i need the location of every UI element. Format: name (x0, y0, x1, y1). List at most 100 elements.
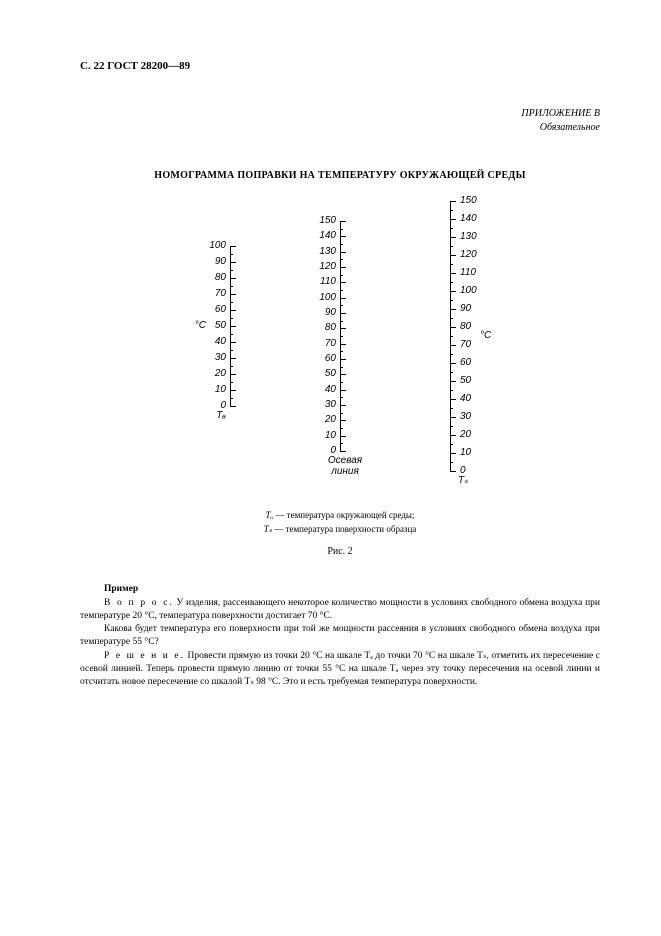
center-minor-tick (340, 336, 343, 337)
ta-tick (230, 390, 236, 391)
center-tick-label: 100 (319, 292, 336, 303)
center-tick-label: 10 (325, 430, 336, 441)
ta-tick (230, 294, 236, 295)
ts-minor-tick (450, 210, 453, 211)
ta-tick (230, 262, 236, 263)
center-tick-label: 110 (320, 276, 336, 287)
ts-tick (450, 327, 456, 328)
nomogram-diagram: 1009080706050403020100°CTₐ15014013012011… (160, 201, 520, 491)
ts-minor-tick (450, 228, 453, 229)
ta-tick-label: 100 (209, 240, 226, 251)
appendix-subtitle: Обязательное (80, 121, 600, 135)
ts-tick-label: 90 (460, 303, 471, 314)
center-minor-tick (340, 382, 343, 383)
ts-tick-label: 40 (460, 393, 471, 404)
center-minor-tick (340, 428, 343, 429)
center-tick (340, 451, 346, 452)
ts-tick (450, 309, 456, 310)
ts-tick (450, 201, 456, 202)
center-tick-label: 20 (325, 414, 336, 425)
ta-minor-tick (230, 270, 233, 271)
center-tick (340, 236, 346, 237)
center-tick-label: 150 (319, 215, 336, 226)
ts-minor-tick (450, 318, 453, 319)
center-tick-label: 60 (325, 353, 336, 364)
ta-minor-tick (230, 398, 233, 399)
figure-caption: Рис. 2 (80, 546, 600, 557)
example-question: В о п р о с. У изделия, рассеивающего не… (80, 597, 600, 623)
ts-tick (450, 435, 456, 436)
center-minor-tick (340, 397, 343, 398)
ts-tick-label: 120 (460, 249, 477, 260)
legend: Tₐ — температура окружающей среды; Tₛ — … (80, 509, 600, 536)
center-tick (340, 328, 346, 329)
legend-ta-text: — температура окружающей среды; (273, 510, 414, 520)
ts-minor-tick (450, 444, 453, 445)
ts-minor-tick (450, 282, 453, 283)
ta-tick-label: 10 (215, 384, 226, 395)
ta-tick (230, 246, 236, 247)
center-minor-tick (340, 367, 343, 368)
main-title: НОМОГРАММА ПОПРАВКИ НА ТЕМПЕРАТУРУ ОКРУЖ… (80, 170, 600, 181)
center-tick (340, 420, 346, 421)
ta-tick (230, 278, 236, 279)
ta-minor-tick (230, 286, 233, 287)
ts-minor-tick (450, 390, 453, 391)
ts-tick (450, 453, 456, 454)
center-tick-label: 30 (325, 399, 336, 410)
ts-tick-label: 140 (460, 213, 477, 224)
ts-minor-tick (450, 462, 453, 463)
ta-minor-tick (230, 318, 233, 319)
ts-minor-tick (450, 246, 453, 247)
center-tick (340, 436, 346, 437)
center-tick (340, 267, 346, 268)
ts-tick (450, 363, 456, 364)
ts-tick-label: 10 (460, 447, 471, 458)
ts-tick-label: 70 (460, 339, 471, 350)
center-tick (340, 282, 346, 283)
center-minor-tick (340, 321, 343, 322)
ts-tick (450, 219, 456, 220)
page: С. 22 ГОСТ 28200—89 ПРИЛОЖЕНИЕ В Обязате… (0, 0, 661, 936)
ts-tick-label: 110 (460, 267, 476, 278)
ta-tick-label: 50 (215, 320, 226, 331)
ts-minor-tick (450, 426, 453, 427)
ts-minor-tick (450, 408, 453, 409)
ts-tick-label: 150 (460, 195, 477, 206)
ts-minor-tick (450, 336, 453, 337)
ts-tick-label: 60 (460, 357, 471, 368)
ta-tick (230, 326, 236, 327)
ta-tick-label: 70 (215, 288, 226, 299)
ta-tick-label: 30 (215, 352, 226, 363)
center-tick-label: 140 (319, 230, 336, 241)
center-tick (340, 298, 346, 299)
ts-minor-tick (450, 372, 453, 373)
ta-minor-tick (230, 302, 233, 303)
ta-tick-label: 20 (215, 368, 226, 379)
example-title: Пример (80, 583, 600, 596)
ta-tick-label: 90 (215, 256, 226, 267)
example-block: Пример В о п р о с. У изделия, рассеиваю… (80, 583, 600, 689)
ts-tick (450, 399, 456, 400)
center-tick-label: 130 (319, 246, 336, 257)
ta-tick (230, 406, 236, 407)
example-question-2: Какова будет температура его поверхности… (80, 623, 600, 649)
ta-minor-tick (230, 350, 233, 351)
legend-ts-symbol: Tₛ (264, 524, 272, 534)
center-tick-label: 90 (325, 307, 336, 318)
ta-minor-tick (230, 366, 233, 367)
ts-tick (450, 471, 456, 472)
ta-tick-label: 40 (215, 336, 226, 347)
center-tick (340, 221, 346, 222)
ta-minor-tick (230, 334, 233, 335)
center-minor-tick (340, 290, 343, 291)
appendix-block: ПРИЛОЖЕНИЕ В Обязательное (80, 107, 600, 135)
center-tick-label: 40 (325, 384, 336, 395)
ts-tick (450, 417, 456, 418)
center-minor-tick (340, 259, 343, 260)
center-tick (340, 405, 346, 406)
ta-tick (230, 374, 236, 375)
ta-minor-tick (230, 382, 233, 383)
ta-tick (230, 358, 236, 359)
ta-tick (230, 310, 236, 311)
